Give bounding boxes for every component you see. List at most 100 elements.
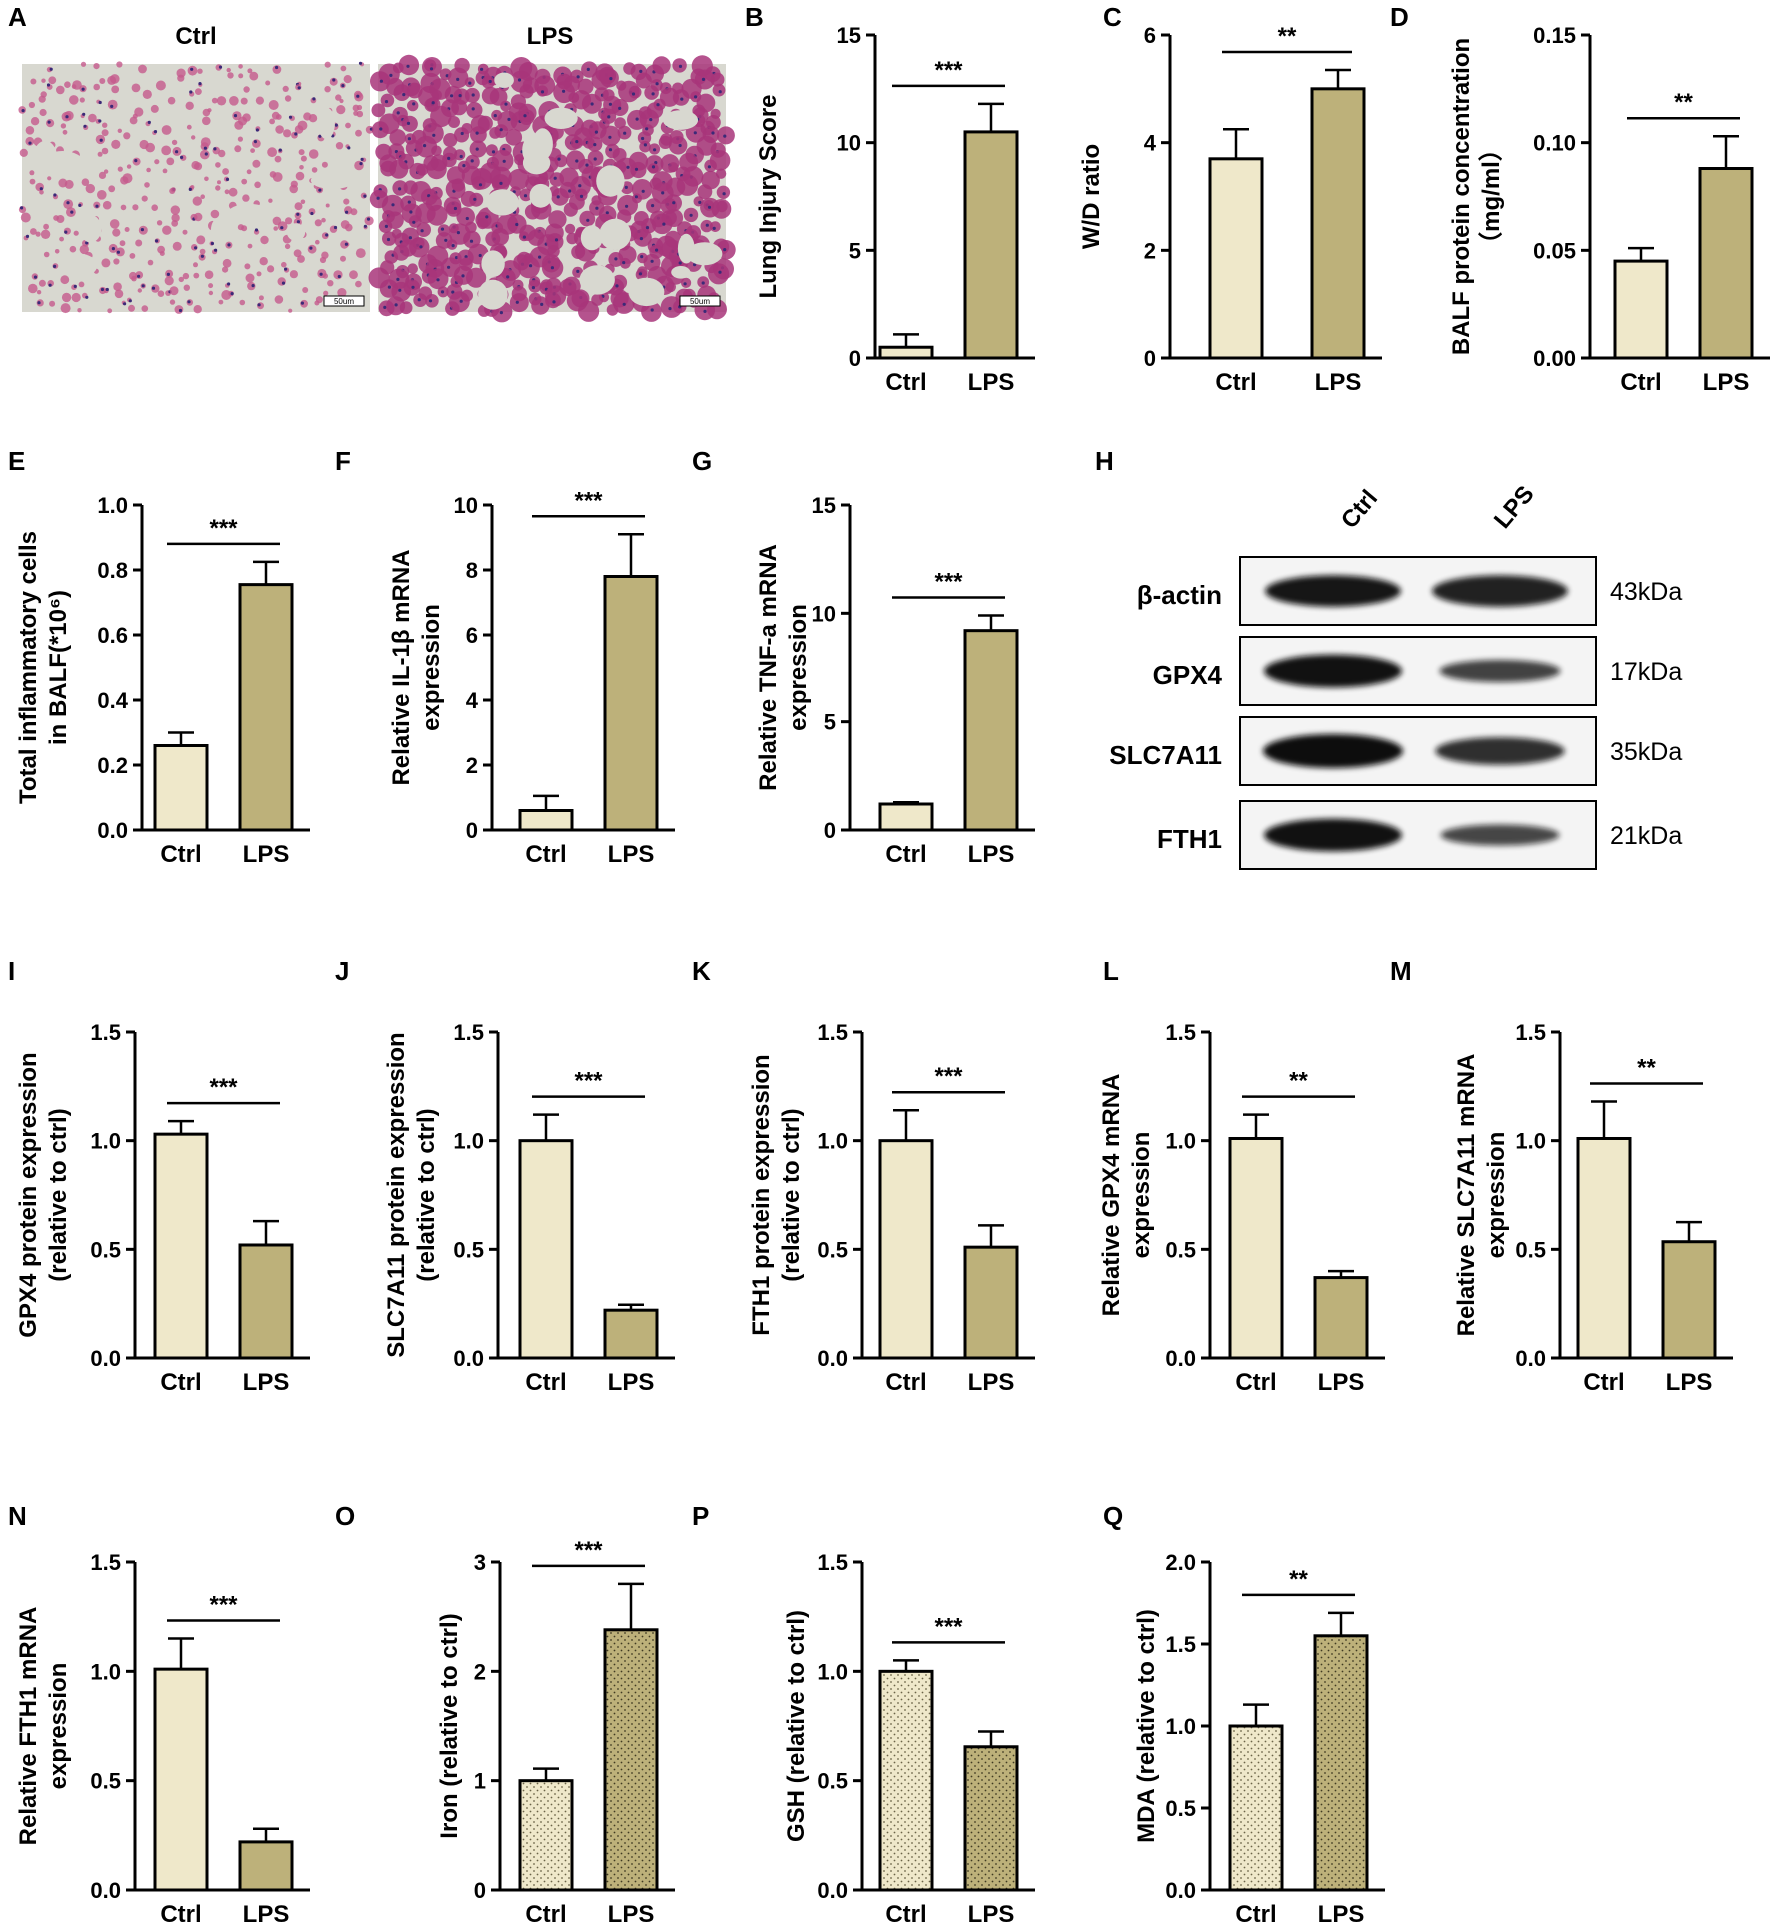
tissue-cell: [451, 178, 465, 192]
tissue-nucleus: [711, 131, 715, 135]
tissue-cell: [169, 286, 179, 296]
tissue-cell: [161, 125, 172, 135]
tissue-nucleus: [515, 222, 519, 227]
tissue-cell: [407, 99, 419, 112]
tissue-nucleus: [639, 237, 644, 241]
bar-lps: [1661, 1240, 1717, 1360]
tissue-cell: [114, 289, 124, 299]
category-label: Ctrl: [885, 1901, 926, 1928]
tissue-cell: [128, 304, 135, 312]
tissue-cell: [102, 200, 112, 210]
blot-kda: 17kDa: [1610, 658, 1682, 686]
tissue-nucleus: [111, 247, 115, 251]
tissue-airspace: [671, 266, 691, 279]
tissue-cell: [277, 277, 286, 286]
panel-m: M 0.0 0.5 1.0 1.5 Relative SLC7A11 mRNA expres…: [1390, 956, 1733, 1396]
tissue-nucleus: [297, 86, 301, 90]
y-tick-label: 0: [466, 818, 478, 843]
significance-stars: ***: [574, 1068, 603, 1095]
tissue-cell: [30, 78, 37, 85]
tissue-nucleus: [643, 143, 648, 147]
y-axis-label: Relative FTH1 mRNA: [15, 1607, 42, 1846]
tissue-cell: [38, 279, 46, 287]
tissue-cell: [240, 97, 248, 105]
category-label: LPS: [1318, 1369, 1365, 1396]
panel-i: I 0.0 0.5 1.0 1.5 GPX4 protein expression (rel…: [8, 956, 310, 1396]
tissue-cell: [193, 262, 198, 268]
tissue-cell: [99, 78, 106, 84]
category-label: LPS: [608, 841, 655, 868]
tissue-cell: [554, 154, 568, 168]
tissue-cell: [192, 196, 202, 206]
tissue-cell: [112, 228, 121, 237]
blot-band-lps: [1439, 659, 1561, 683]
tissue-cell: [329, 77, 338, 86]
tissue-airspace: [481, 250, 505, 277]
y-tick-label: 1.0: [1515, 1129, 1546, 1154]
tissue-cell: [208, 290, 214, 296]
tissue-cell: [247, 243, 253, 249]
tissue-nucleus: [73, 284, 77, 288]
tissue-cell: [267, 147, 277, 158]
tissue-nucleus: [608, 102, 613, 106]
tissue-cell: [97, 151, 103, 157]
tissue-cell: [243, 86, 250, 93]
tissue-cell: [191, 135, 196, 140]
tissue-cell: [69, 245, 77, 253]
tissue-nucleus: [469, 239, 474, 243]
tissue-cell: [56, 215, 65, 223]
tissue-nucleus: [470, 159, 474, 163]
y-tick-label: 2: [1144, 238, 1156, 263]
tissue-airspace: [579, 265, 615, 295]
tissue-nucleus: [178, 308, 183, 313]
tissue-cell: [19, 148, 28, 157]
panel-e: E 0.0 0.2 0.4 0.6 0.8 1.0 Total inflammatory ce…: [8, 446, 310, 868]
tissue-cell: [260, 235, 269, 245]
y-tick-label: 0.8: [97, 558, 128, 583]
y-tick-label: 0.5: [90, 1237, 121, 1262]
y-axis-label: Iron (relative to ctrl): [436, 1613, 463, 1838]
tissue-nucleus: [376, 196, 380, 200]
panel-a: A Ctrl LPS 50um 50um: [8, 2, 736, 323]
tissue-cell: [129, 116, 138, 125]
y-tick-label: 1.0: [1165, 1129, 1196, 1154]
tissue-cell: [177, 74, 185, 82]
category-label: LPS: [608, 1901, 655, 1928]
scalebar-label-lps: 50um: [690, 297, 710, 306]
significance-stars: ***: [934, 569, 963, 596]
tissue-cell: [38, 95, 46, 103]
category-label: Ctrl: [885, 369, 926, 396]
y-tick-label: 10: [454, 493, 478, 518]
category-label: Ctrl: [1215, 369, 1256, 396]
tissue-cell: [442, 152, 457, 168]
tissue-cell: [641, 301, 662, 322]
tissue-nucleus: [475, 147, 479, 151]
tissue-cell: [268, 100, 279, 110]
tissue-cell: [71, 292, 81, 303]
tissue-nucleus: [698, 200, 702, 204]
tissue-nucleus: [141, 284, 145, 288]
tissue-airspace: [599, 218, 632, 251]
blot-row: β-actin 43kDa: [1137, 556, 1682, 626]
tissue-cell: [174, 305, 184, 314]
bar-ctrl: [518, 1139, 574, 1360]
tissue-nucleus: [83, 124, 87, 128]
y-tick-label: 0.0: [817, 1878, 848, 1903]
tissue-airspace: [34, 140, 56, 167]
tissue-cell: [393, 84, 411, 101]
tissue-cell: [300, 155, 307, 162]
bar-lps: [1313, 1276, 1369, 1360]
tissue-nucleus: [607, 115, 611, 119]
tissue-cell: [324, 61, 331, 68]
blot-label: FTH1: [1157, 824, 1222, 854]
tissue-cell: [284, 95, 292, 102]
blot-kda: 21kDa: [1610, 822, 1682, 850]
tissue-cell: [319, 256, 327, 264]
tissue-cell: [349, 270, 358, 280]
tissue-cell: [85, 183, 96, 194]
tissue-nucleus: [402, 93, 406, 97]
tissue-cell: [431, 145, 442, 157]
y-tick-label: 0.5: [1165, 1237, 1196, 1262]
tissue-cell: [20, 212, 31, 223]
significance-stars: **: [1674, 89, 1693, 116]
